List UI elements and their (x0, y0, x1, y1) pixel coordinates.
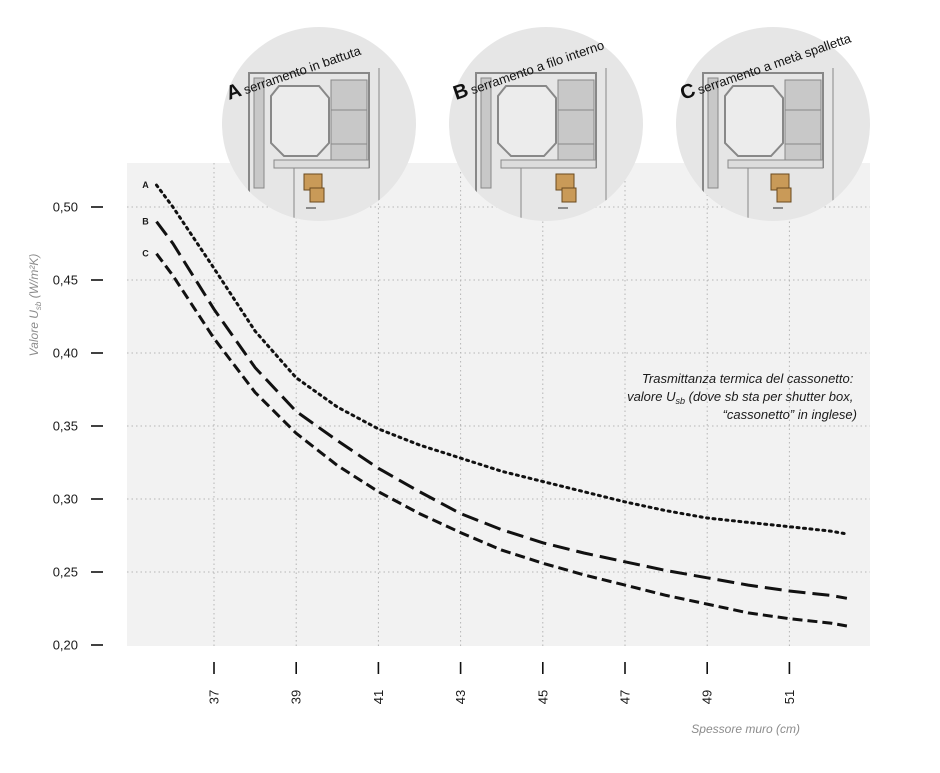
y-axis: 0,20 0,25 0,30 0,35 0,40 0,45 0,50 (53, 200, 103, 653)
annotation: Trasmittanza termica del cassonetto: val… (627, 371, 857, 422)
x-tick-label-1: 39 (289, 690, 304, 704)
y-tick-label-6: 0,50 (53, 200, 78, 215)
y-tick-label-0: 0,20 (53, 638, 78, 653)
variant-detail-A (248, 68, 380, 221)
series-label-C: C (142, 249, 149, 259)
series-label-B: B (142, 217, 149, 227)
variant-letter-C: C (677, 79, 698, 105)
x-tick-label-7: 51 (782, 690, 797, 704)
annotation-line-2: valore Usb (dove sb sta per shutter box, (627, 389, 853, 406)
y-axis-title-sub: sb (34, 301, 43, 310)
x-tick-label-6: 49 (700, 690, 715, 704)
x-axis: 37 39 41 43 45 47 49 51 (207, 662, 797, 704)
x-tick-label-2: 41 (371, 690, 386, 704)
variant-letter-A: A (223, 79, 244, 105)
y-tick-label-2: 0,30 (53, 492, 78, 507)
variant-drawings: Aserramento in battuta Bserramento a filo… (222, 27, 870, 221)
plot-background (127, 163, 870, 646)
y-tick-label-3: 0,35 (53, 419, 78, 434)
variant-B: Bserramento a filo interno (449, 27, 643, 221)
series-line-C (155, 252, 848, 628)
annotation-line-2-pre: valore U (627, 389, 676, 404)
annotation-line-1: Trasmittanza termica del cassonetto: (642, 371, 854, 386)
y-axis-title-main: Valore U (27, 310, 41, 357)
series-lines: A B C (142, 180, 849, 628)
series-line-B (155, 220, 848, 600)
y-axis-title-unit: (W/m²K) (27, 254, 41, 302)
variant-letter-B: B (450, 79, 471, 105)
y-tick-label-1: 0,25 (53, 565, 78, 580)
x-axis-title: Spessore muro (cm) (691, 722, 800, 736)
y-axis-title: Valore Usb (W/m²K) (27, 254, 43, 357)
x-tick-label-4: 45 (535, 690, 550, 704)
annotation-line-2-sub: sb (675, 396, 685, 406)
y-tick-label-4: 0,40 (53, 346, 78, 361)
annotation-line-2-post: (dove sb sta per shutter box, (685, 389, 853, 404)
x-tick-label-5: 47 (618, 690, 633, 704)
annotation-line-3: “cassonetto” in inglese) (723, 407, 857, 422)
variant-detail-C (702, 68, 834, 221)
y-tick-label-5: 0,45 (53, 273, 78, 288)
series-line-A (155, 183, 849, 536)
variant-detail-B (475, 68, 607, 221)
x-tick-label-0: 37 (207, 690, 222, 704)
x-tick-label-3: 43 (453, 690, 468, 704)
variant-A: Aserramento in battuta (222, 27, 416, 221)
series-label-A: A (142, 180, 149, 190)
